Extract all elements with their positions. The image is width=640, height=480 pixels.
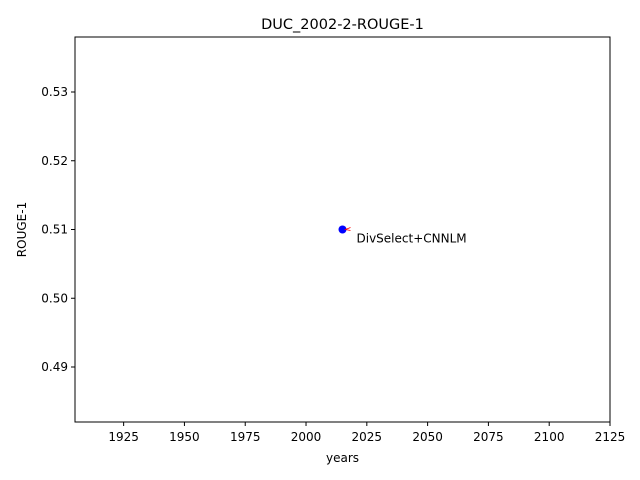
y-tick-label: 0.50 (41, 291, 68, 305)
x-tick-label: 2000 (291, 430, 322, 444)
y-tick-label: 0.53 (41, 85, 68, 99)
x-axis-label: years (326, 451, 359, 465)
y-axis-label: ROUGE-1 (15, 202, 29, 257)
y-tick-label: 0.49 (41, 360, 68, 374)
x-tick-label: 2050 (412, 430, 443, 444)
data-points: DivSelect+CNNLM (338, 225, 467, 246)
y-axis-ticks: 0.49 0.50 0.51 0.52 0.53 (41, 85, 75, 374)
x-tick-label: 1950 (169, 430, 200, 444)
x-tick-label: 2125 (595, 430, 626, 444)
data-point (338, 225, 347, 234)
x-tick-label: 2100 (534, 430, 565, 444)
chart-title: DUC_2002-2-ROUGE-1 (261, 17, 424, 33)
plot-area: 1925 1950 1975 2000 2025 2050 2075 2100 2125 0.4… (41, 36, 625, 444)
y-tick-label: 0.51 (41, 223, 68, 237)
x-tick-label: 2025 (352, 430, 383, 444)
x-axis-ticks: 1925 1950 1975 2000 2025 2050 2075 2100 2125 (108, 422, 625, 444)
x-tick-label: 1975 (230, 430, 261, 444)
y-tick-label: 0.52 (41, 154, 68, 168)
data-point-label: DivSelect+CNNLM (357, 232, 467, 246)
x-tick-label: 1925 (108, 430, 139, 444)
annotation-arrow (344, 227, 351, 231)
x-tick-label: 2075 (473, 430, 504, 444)
